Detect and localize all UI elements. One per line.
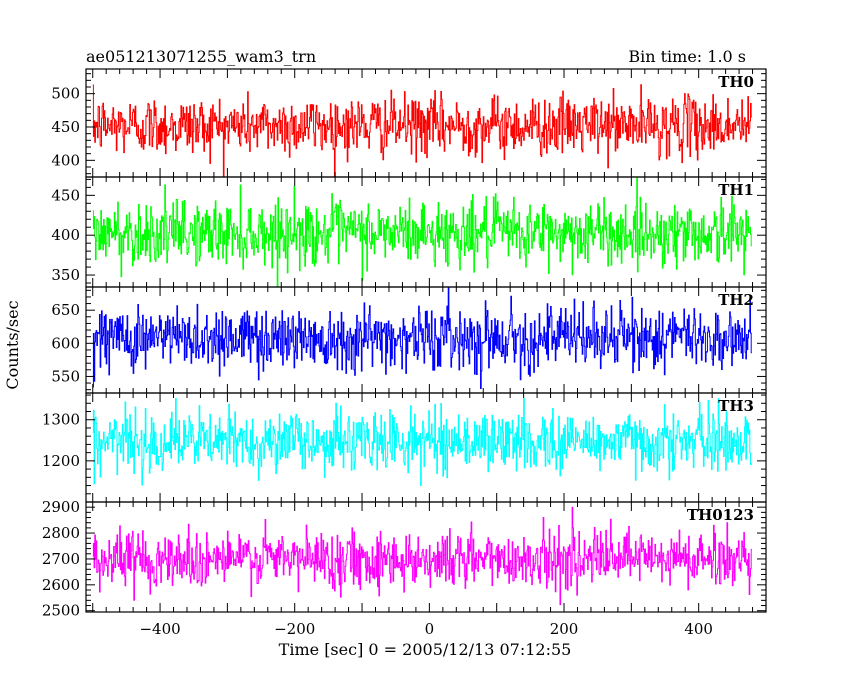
y-tick-label: 2700 bbox=[42, 550, 80, 568]
x-tick-label: −200 bbox=[274, 620, 315, 638]
panel-th3: 1200 1300 TH3 bbox=[42, 392, 767, 503]
series-line-th2 bbox=[92, 287, 752, 389]
y-axis-label: Counts/sec bbox=[3, 300, 22, 389]
panel-th0123: 2500 2600 2700 2800 2900 TH0123 bbox=[42, 498, 767, 620]
y-tick-label: 1300 bbox=[42, 411, 80, 429]
series-line-th3 bbox=[92, 398, 752, 486]
y-tick-label: 450 bbox=[51, 118, 80, 136]
y-tick-label: 400 bbox=[51, 151, 80, 169]
y-tick-label: 450 bbox=[51, 186, 80, 204]
panels: 400 450 500 TH0 350 400 450 TH1 550 600 650 TH2 1200… bbox=[42, 68, 767, 620]
y-tick-label: 2900 bbox=[42, 498, 80, 516]
panel-label-th1: TH1 bbox=[718, 181, 754, 199]
x-tick-label: 0 bbox=[425, 620, 435, 638]
x-tick-label: −400 bbox=[139, 620, 180, 638]
panel-label-th2: TH2 bbox=[718, 291, 754, 309]
bin-time-label: Bin time: 1.0 s bbox=[628, 47, 746, 66]
series-line-th0123 bbox=[92, 506, 752, 606]
y-tick-label: 550 bbox=[51, 367, 80, 385]
series-line-th1 bbox=[92, 177, 752, 287]
panel-label-th0123: TH0123 bbox=[687, 506, 754, 524]
panel-frame bbox=[85, 501, 767, 613]
series-line-th0 bbox=[92, 84, 752, 177]
y-tick-label: 2800 bbox=[42, 524, 80, 542]
panel-th1: 350 400 450 TH1 bbox=[51, 176, 767, 288]
chart-title: ae051213071255_wam3_trn bbox=[86, 47, 316, 66]
y-tick-label: 350 bbox=[51, 266, 80, 284]
panel-th2: 550 600 650 TH2 bbox=[51, 286, 767, 394]
y-tick-label: 400 bbox=[51, 226, 80, 244]
x-tick-label: 400 bbox=[684, 620, 713, 638]
y-tick-label: 500 bbox=[51, 85, 80, 103]
panel-label-th3: TH3 bbox=[718, 397, 754, 415]
panel-label-th0: TH0 bbox=[718, 73, 754, 91]
panel-th0: 400 450 500 TH0 bbox=[51, 68, 767, 178]
x-axis: −400 −200 0 200 400 bbox=[139, 620, 713, 638]
x-tick-label: 200 bbox=[550, 620, 579, 638]
y-tick-label: 650 bbox=[51, 301, 80, 319]
y-tick-label: 1200 bbox=[42, 452, 80, 470]
y-tick-label: 600 bbox=[51, 334, 80, 352]
y-tick-label: 2600 bbox=[42, 576, 80, 594]
x-axis-label: Time [sec] 0 = 2005/12/13 07:12:55 bbox=[279, 640, 572, 659]
y-tick-label: 2500 bbox=[42, 602, 80, 620]
